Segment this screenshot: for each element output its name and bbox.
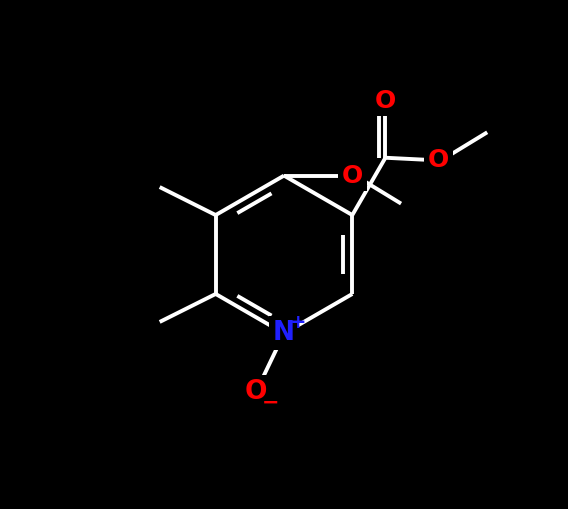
Text: −: − [261, 392, 279, 412]
Text: +: + [290, 313, 307, 332]
Text: O: O [342, 163, 364, 188]
Text: O: O [375, 89, 396, 112]
Text: N: N [273, 320, 295, 347]
Text: O: O [245, 379, 268, 405]
Text: O: O [428, 148, 449, 172]
